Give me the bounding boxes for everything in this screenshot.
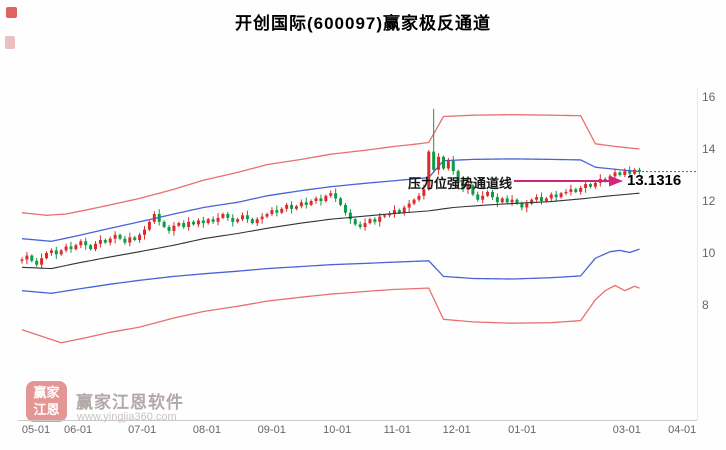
svg-text:14: 14 [702,142,716,156]
watermark-logo: 赢家 江恩 [26,381,67,422]
svg-text:8: 8 [702,298,709,312]
svg-text:03-01: 03-01 [613,424,641,436]
svg-text:10-01: 10-01 [323,424,351,436]
watermark-logo-text: 江恩 [33,401,60,417]
chart-title: 开创国际(600097)赢家极反通道 [234,14,492,33]
svg-text:06-01: 06-01 [64,424,92,436]
svg-text:12-01: 12-01 [443,424,471,436]
svg-text:05-01: 05-01 [22,424,50,436]
svg-text:01-01: 01-01 [508,424,536,436]
svg-text:10: 10 [702,246,716,260]
pressure-value-label: 13.1316 [627,172,682,189]
svg-text:11-01: 11-01 [384,424,411,436]
svg-text:04-01: 04-01 [668,424,696,436]
svg-text:09-01: 09-01 [258,424,286,436]
watermark-logo-text: 赢家 [33,385,60,401]
svg-text:08-01: 08-01 [193,424,221,436]
svg-text:16: 16 [702,90,716,104]
corner-mark-icon [5,36,15,49]
svg-text:07-01: 07-01 [128,424,156,436]
watermark-name: 赢家江恩软件 [76,393,184,412]
corner-mark-icon [6,7,17,18]
svg-text:12: 12 [702,194,716,208]
pressure-annotation-label: 压力位强势通道线 [408,176,513,191]
